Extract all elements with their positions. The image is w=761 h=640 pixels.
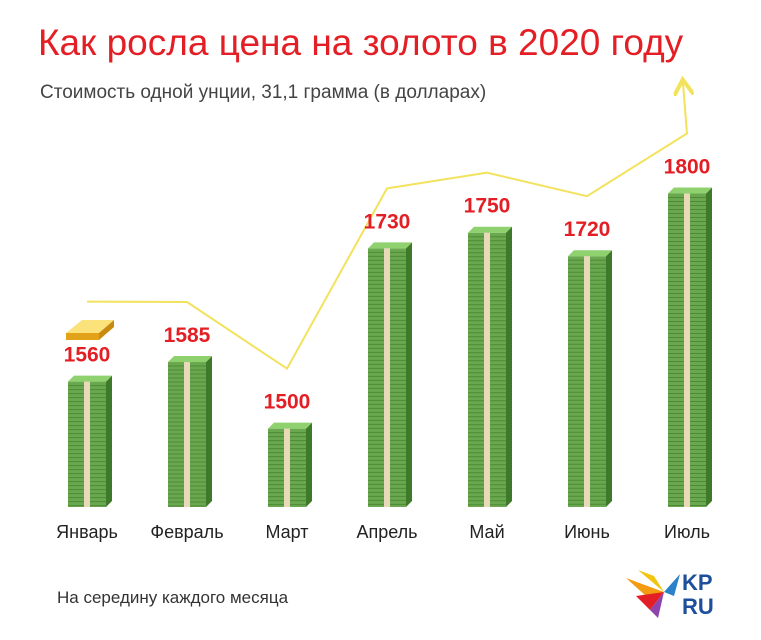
category-label: Июль (664, 522, 710, 542)
bird-icon (626, 570, 680, 618)
chart-title: Как росла цена на золото в 2020 году (38, 22, 684, 63)
category-label: Апрель (356, 522, 417, 542)
bar (268, 422, 312, 507)
bar-top (68, 375, 112, 382)
bar-band (484, 232, 490, 507)
bar-side (106, 375, 112, 507)
bar-band (184, 362, 190, 507)
value-label: 1720 (564, 218, 611, 241)
bar-top (368, 242, 412, 249)
value-label: 1500 (264, 391, 311, 414)
value-label: 1750 (464, 195, 511, 218)
category-label: Март (265, 522, 308, 542)
category-label: Январь (56, 522, 118, 542)
bar (368, 242, 412, 508)
bar (468, 226, 512, 507)
bar-band (284, 428, 290, 507)
bar-side (306, 422, 312, 507)
bar-side (406, 242, 412, 508)
value-label: 1800 (664, 156, 711, 179)
chart-subtitle: Стоимость одной унции, 31,1 грамма (в до… (40, 82, 487, 103)
bar (668, 187, 712, 507)
logo-text-ru: RU (682, 594, 714, 619)
value-label: 1585 (164, 324, 211, 347)
bar-top (668, 187, 712, 194)
bar-side (606, 250, 612, 508)
category-label: Июнь (564, 522, 610, 542)
category-label: Февраль (150, 522, 223, 542)
bar-band (84, 381, 90, 507)
bar (568, 250, 612, 508)
kp-ru-logo: KP RU (626, 570, 714, 619)
bar-top (568, 250, 612, 257)
bar-band (384, 248, 390, 508)
gold-bar-icon (66, 320, 114, 340)
bar-top (168, 356, 212, 363)
category-label: Май (469, 522, 504, 542)
bar (68, 375, 112, 507)
bar-side (206, 356, 212, 507)
bar-top (468, 226, 512, 233)
logo-text-kp: KP (682, 570, 713, 595)
value-label: 1560 (64, 344, 111, 367)
bar (168, 356, 212, 507)
bar-band (584, 256, 590, 507)
bar-side (506, 226, 512, 507)
bar-side (706, 187, 712, 507)
value-label: 1730 (364, 210, 411, 233)
bar-top (268, 422, 312, 429)
footnote: На середину каждого месяца (57, 588, 289, 607)
trend-line (86, 84, 687, 371)
bar-band (684, 193, 690, 507)
